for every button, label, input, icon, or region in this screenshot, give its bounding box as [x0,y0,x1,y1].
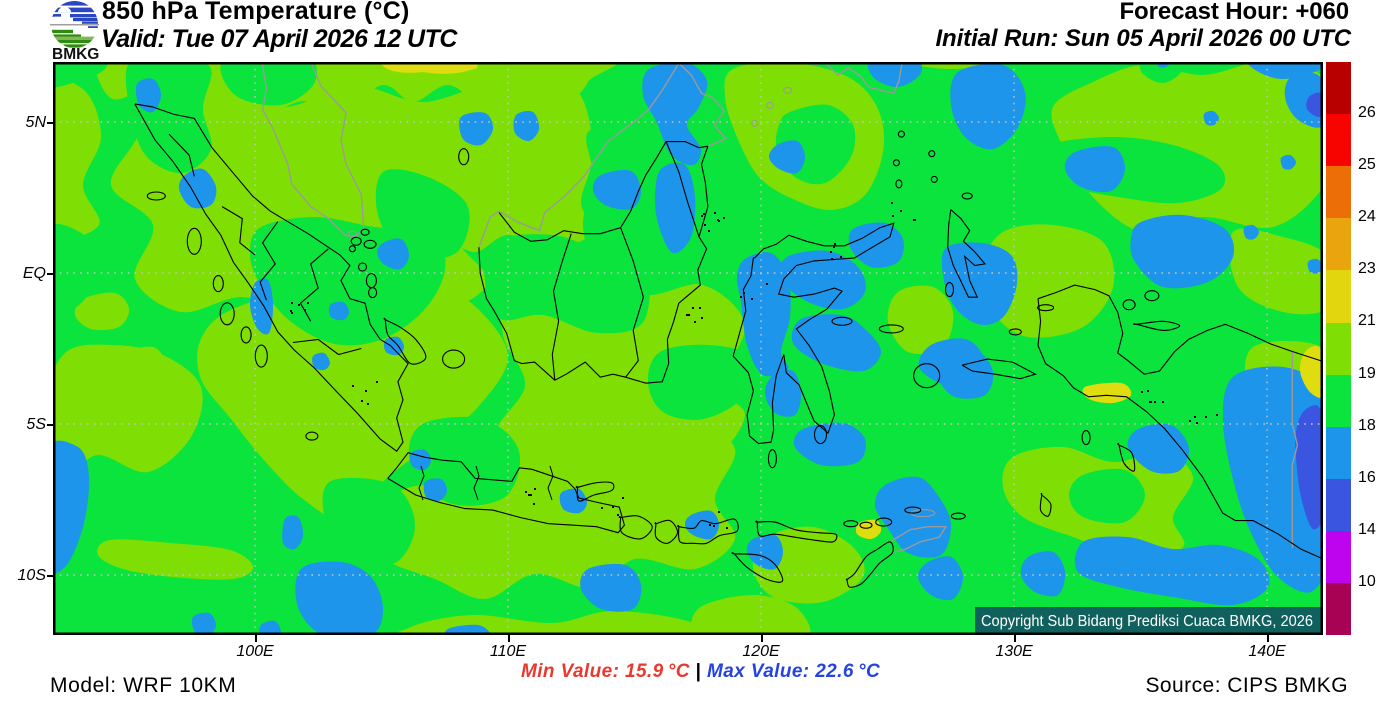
svg-text:Copyright Sub Bidang Prediksi: Copyright Sub Bidang Prediksi Cuaca BMKG… [981,613,1313,630]
